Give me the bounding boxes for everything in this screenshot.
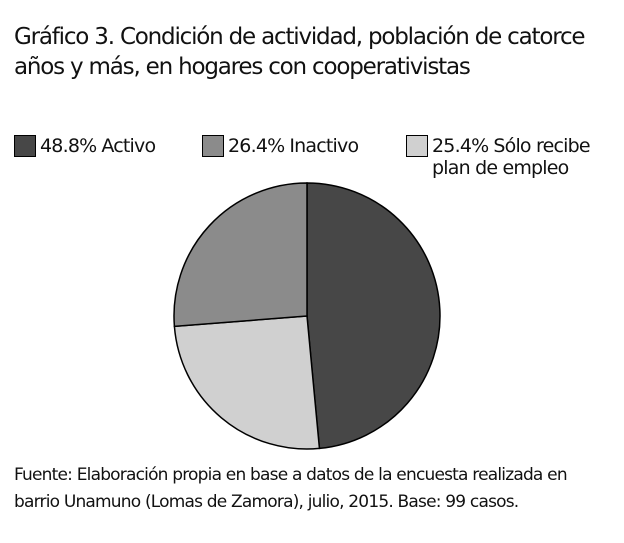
legend-category: Sólo recibe plan de empleo — [432, 135, 591, 179]
legend-category: Inactivo — [289, 135, 359, 157]
pie-slice — [173, 315, 321, 450]
legend-label: 26.4% Inactivo — [228, 135, 359, 157]
source-note: Fuente: Elaboración propia en base a dat… — [14, 465, 568, 512]
legend-swatch — [202, 135, 224, 157]
legend-value: 25.4% — [432, 135, 489, 157]
legend-label: 25.4% Sólo recibe plan de empleo — [432, 135, 606, 179]
legend-item: 26.4% Inactivo — [202, 135, 402, 157]
legend: 48.8% Activo 26.4% Inactivo 25.4% Sólo recibe… — [14, 135, 614, 195]
pie-slice — [173, 182, 308, 328]
legend-value: 48.8% — [40, 135, 97, 157]
pie-slice — [306, 182, 441, 450]
legend-swatch — [14, 135, 36, 157]
legend-item: 48.8% Activo — [14, 135, 194, 157]
legend-item: 25.4% Sólo recibe plan de empleo — [406, 135, 606, 179]
chart — [173, 182, 441, 450]
chart-title: Gráfico 3. Condición de actividad, pobla… — [14, 24, 586, 80]
legend-swatch — [406, 135, 428, 157]
legend-value: 26.4% — [228, 135, 285, 157]
legend-category: Activo — [101, 135, 156, 157]
legend-label: 48.8% Activo — [40, 135, 156, 157]
